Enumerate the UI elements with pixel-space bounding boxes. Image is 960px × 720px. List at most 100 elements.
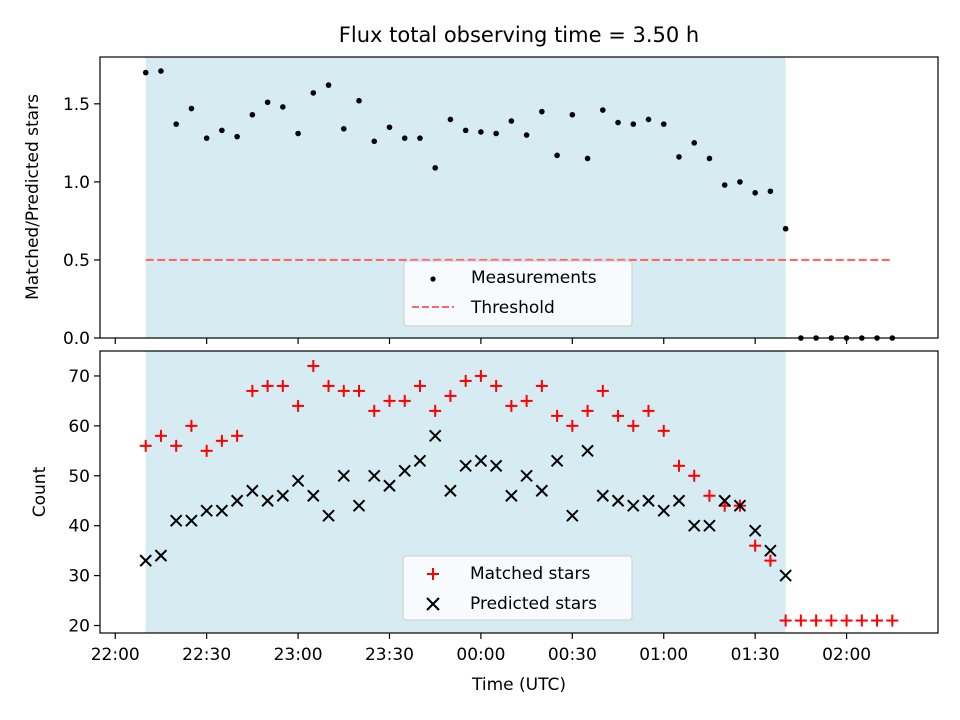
measurement-point	[508, 118, 515, 124]
matched-stars-point	[596, 384, 609, 397]
measurement-point	[478, 129, 484, 135]
measurement-point	[203, 135, 210, 141]
predicted-stars-point	[322, 509, 335, 522]
bottom-axes-frame	[99, 350, 939, 634]
x-axis-label: Time (UTC)	[471, 675, 566, 695]
predicted-stars-point	[611, 494, 625, 507]
matched-stars-point	[612, 409, 625, 422]
measurement-point	[401, 135, 408, 141]
predicted-stars-point	[596, 489, 610, 502]
matched-stars-point	[825, 614, 838, 627]
top-y-tick-label: 0.5	[63, 251, 90, 271]
legend-measurements-label: Measurements	[471, 268, 597, 288]
matched-stars-point	[520, 394, 533, 407]
bottom-legend-box	[402, 555, 633, 621]
legend-matched-marker	[427, 568, 439, 580]
matched-stars-point	[307, 359, 320, 372]
measurement-point	[600, 107, 606, 113]
matched-stars-point	[840, 614, 853, 627]
matched-stars-point	[490, 379, 503, 392]
matched-stars-point	[459, 374, 472, 387]
bottom-y-tick-label: 40	[68, 517, 90, 537]
x-tick-label: 01:30	[731, 645, 780, 665]
matched-stars-point	[764, 554, 777, 567]
matched-stars-point	[794, 614, 807, 627]
predicted-stars-point	[474, 454, 488, 468]
matched-stars-point	[642, 404, 655, 417]
top-y-tick-label: 0.0	[63, 329, 90, 349]
matched-stars-point	[688, 469, 701, 482]
top-panel: 0.0 0.5 1.0 1.5 Matched/Predicted stars Mea…	[23, 56, 939, 349]
measurement-point	[295, 130, 301, 137]
matched-stars-point	[749, 539, 762, 552]
matched-stars-point	[322, 379, 335, 392]
measurement-point	[432, 165, 439, 171]
matched-stars-point	[855, 614, 868, 627]
measurement-point	[615, 119, 621, 126]
legend-predicted-label: Predicted stars	[470, 594, 597, 614]
measurement-point	[325, 82, 332, 88]
predicted-stars-point	[200, 504, 213, 517]
x-tick-label: 22:00	[91, 645, 140, 665]
x-tick-label: 22:30	[182, 645, 231, 665]
top-legend: Measurements Threshold	[403, 260, 633, 327]
matched-stars-point	[185, 419, 198, 432]
matched-stars-point	[353, 384, 366, 397]
matched-stars-point	[505, 399, 518, 412]
measurement-point	[356, 97, 362, 104]
predicted-stars-point	[276, 489, 290, 502]
predicted-stars-point	[307, 489, 320, 502]
measurement-point	[721, 182, 728, 188]
measurement-point	[584, 155, 591, 162]
predicted-stars-point	[154, 549, 168, 562]
measurement-point	[264, 99, 271, 106]
legend-threshold-label: Threshold	[470, 298, 555, 318]
measurement-point	[645, 116, 652, 123]
measurement-point	[782, 225, 789, 232]
predicted-stars-point	[428, 429, 442, 443]
predicted-stars-point	[566, 509, 579, 522]
legend-predicted-marker	[426, 597, 440, 611]
predicted-stars-point	[383, 479, 396, 492]
measurement-point	[569, 111, 576, 118]
matched-stars-point	[383, 394, 396, 407]
measurement-point	[447, 116, 454, 123]
top-y-tick-label: 1.5	[63, 95, 90, 115]
predicted-stars-point	[733, 499, 747, 512]
predicted-stars-point	[748, 524, 762, 537]
top-axes-frame	[99, 56, 939, 339]
predicted-stars-point	[672, 494, 686, 507]
matched-stars-point	[871, 614, 884, 627]
predicted-stars-point	[413, 454, 427, 468]
matched-stars-point	[200, 444, 213, 457]
matched-stars-point	[368, 404, 381, 417]
matched-stars-point	[779, 614, 792, 627]
matched-stars-point	[535, 379, 548, 392]
bottom-legend: Matched stars Predicted stars	[402, 555, 633, 621]
bottom-marks	[139, 359, 899, 627]
x-tick-label: 23:00	[274, 645, 323, 665]
x-tick-label: 00:30	[548, 645, 597, 665]
matched-stars-point	[292, 399, 305, 412]
matched-stars-point	[261, 379, 274, 392]
predicted-stars-point	[444, 484, 457, 497]
top-y-ticks: 0.0 0.5 1.0 1.5	[63, 95, 100, 349]
matched-stars-point	[231, 429, 244, 442]
predicted-stars-point	[764, 544, 777, 557]
x-tick-label: 02:00	[822, 645, 871, 665]
predicted-stars-point	[230, 494, 244, 507]
bottom-panel: 20 30 40 50 60 70 22:00 22:30 23:00 23:30 00:00 00…	[30, 350, 939, 695]
measurement-point	[188, 105, 195, 112]
predicted-stars-point	[581, 444, 594, 458]
measurement-point	[752, 190, 758, 196]
predicted-stars-point	[688, 519, 701, 532]
matched-stars-point	[398, 394, 411, 407]
measurement-point	[706, 155, 713, 162]
predicted-stars-point	[779, 569, 792, 582]
predicted-stars-point	[459, 459, 472, 473]
matched-stars-point	[627, 419, 640, 432]
measurement-point	[767, 188, 774, 195]
matched-stars-point	[246, 384, 259, 397]
predicted-stars-point	[520, 469, 533, 482]
